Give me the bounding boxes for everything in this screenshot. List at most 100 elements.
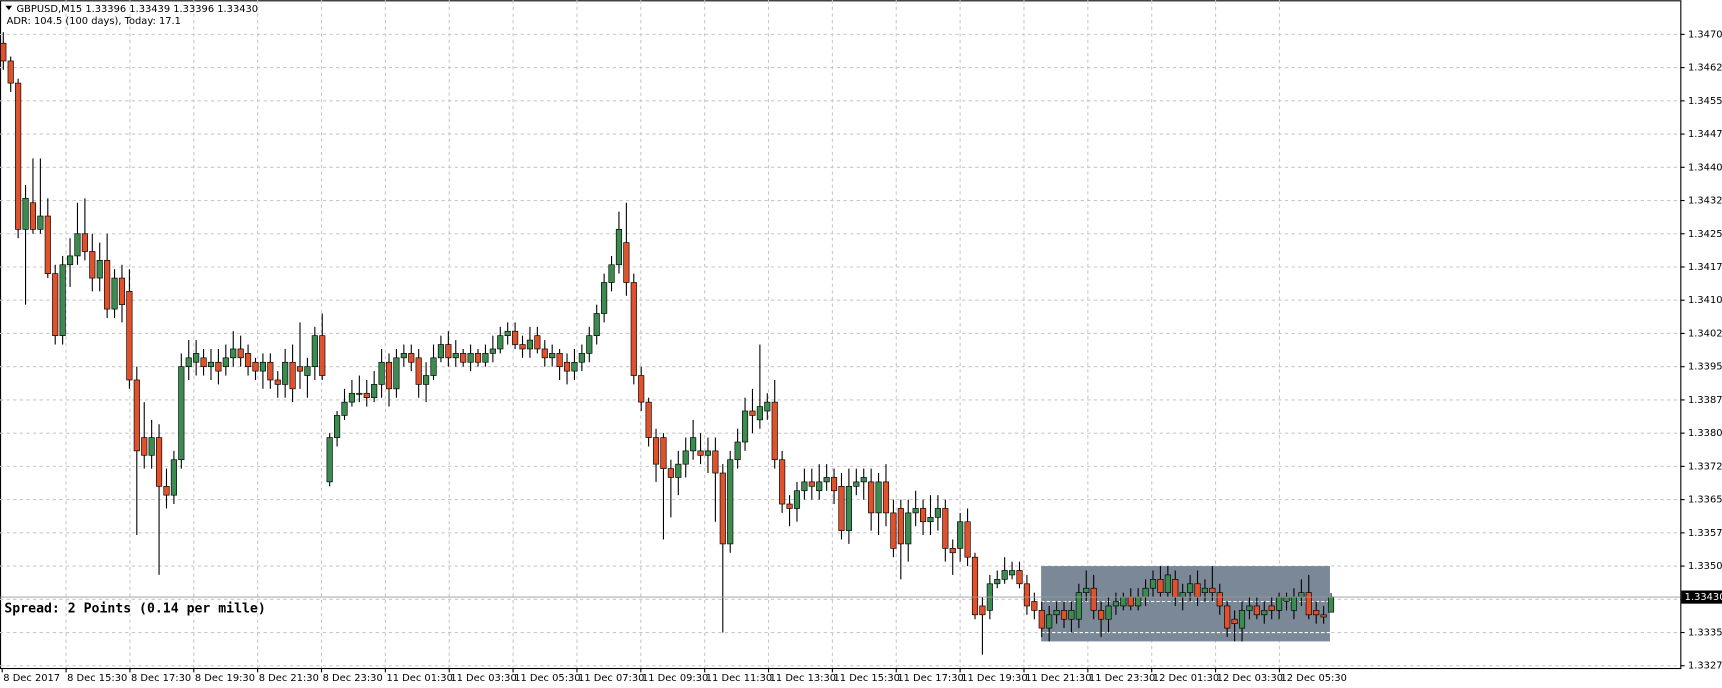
candle-body bbox=[890, 512, 897, 549]
candle-body bbox=[81, 233, 88, 252]
candle-body bbox=[934, 508, 941, 518]
x-tick-label: 11 Dec 03:30 bbox=[450, 673, 516, 684]
candle-body bbox=[912, 508, 919, 514]
candle-body bbox=[1038, 610, 1045, 629]
candle-body bbox=[549, 353, 556, 359]
candle-body bbox=[155, 437, 163, 487]
x-tick-label: 11 Dec 23:30 bbox=[1089, 673, 1155, 684]
candle-body bbox=[118, 277, 126, 305]
candle-body bbox=[252, 361, 259, 372]
candle-body bbox=[1209, 587, 1216, 593]
candle-body bbox=[0, 42, 7, 62]
candle-body bbox=[200, 357, 207, 368]
candle-body bbox=[1023, 583, 1030, 607]
candle-body bbox=[1320, 614, 1327, 618]
candle-body bbox=[615, 228, 623, 266]
y-tick-label: 1.34400 bbox=[1688, 162, 1722, 173]
x-tick-label: 11 Dec 11:30 bbox=[706, 673, 772, 684]
candle-body bbox=[675, 463, 682, 478]
candle-body bbox=[563, 361, 571, 372]
candle-body bbox=[1327, 596, 1335, 613]
candle-body bbox=[133, 379, 140, 452]
candle-body bbox=[326, 437, 333, 483]
x-tick-label: 11 Dec 15:30 bbox=[833, 673, 899, 684]
candle-body bbox=[964, 521, 971, 558]
candle-body bbox=[793, 490, 801, 509]
candles bbox=[0, 32, 1335, 655]
candle-body bbox=[838, 485, 845, 531]
candle-body bbox=[304, 366, 311, 376]
candle-body bbox=[853, 481, 860, 487]
candle-body bbox=[1016, 570, 1023, 585]
candle-body bbox=[259, 361, 266, 372]
candle-body bbox=[1001, 570, 1008, 580]
candle-body bbox=[823, 477, 830, 483]
candle-body bbox=[504, 330, 511, 336]
chart-title: GBPUSD,M15 1.33396 1.33439 1.33396 1.334… bbox=[16, 4, 258, 15]
candle-body bbox=[37, 215, 44, 230]
candle-body bbox=[371, 384, 378, 399]
menu-arrow[interactable] bbox=[5, 5, 13, 11]
candle-body bbox=[860, 477, 867, 483]
candle-body bbox=[601, 282, 608, 314]
candle-body bbox=[957, 521, 964, 549]
x-tick-label: 8 Dec 23:30 bbox=[323, 673, 383, 684]
candle-body bbox=[830, 477, 838, 492]
candle-body bbox=[638, 375, 645, 403]
candle-body bbox=[29, 202, 37, 230]
candle-body bbox=[356, 392, 363, 395]
candle-body bbox=[230, 348, 237, 359]
candle-body bbox=[749, 410, 756, 416]
y-tick-label: 1.34700 bbox=[1688, 29, 1722, 40]
candle-body bbox=[682, 450, 689, 465]
candle-body bbox=[1313, 610, 1320, 616]
x-tick-label: 11 Dec 19:30 bbox=[961, 673, 1027, 684]
candle-body bbox=[296, 366, 304, 372]
price-tag-label: 1.33430 bbox=[1685, 592, 1722, 603]
candle-body bbox=[408, 353, 415, 363]
candle-body bbox=[1075, 592, 1082, 620]
candle-body bbox=[215, 361, 222, 372]
candle-body bbox=[452, 353, 459, 359]
candle-body bbox=[363, 392, 370, 399]
x-tick-label: 11 Dec 01:30 bbox=[386, 673, 452, 684]
y-tick-label: 1.33575 bbox=[1688, 528, 1722, 539]
candle-body bbox=[1090, 587, 1097, 611]
candle-body bbox=[949, 548, 956, 554]
candle-body bbox=[942, 508, 949, 549]
x-tick-label: 12 Dec 05:30 bbox=[1281, 673, 1347, 684]
y-tick-label: 1.33875 bbox=[1688, 395, 1722, 406]
candle-body bbox=[1127, 596, 1134, 607]
candle-body bbox=[1142, 587, 1149, 598]
candle-body bbox=[393, 357, 400, 390]
candle-body bbox=[445, 344, 452, 359]
candle-body bbox=[1060, 610, 1068, 620]
candle-body bbox=[1276, 596, 1283, 611]
y-tick-label: 1.33950 bbox=[1688, 362, 1722, 373]
candle-body bbox=[334, 415, 341, 438]
candle-body bbox=[378, 361, 385, 385]
candle-body bbox=[170, 459, 177, 496]
candle-body bbox=[727, 459, 734, 545]
candle-body bbox=[645, 401, 652, 438]
candle-body bbox=[593, 313, 600, 336]
y-tick-label: 1.34550 bbox=[1688, 96, 1722, 107]
candle-body bbox=[89, 251, 96, 279]
candle-body bbox=[578, 353, 585, 363]
candle-body bbox=[1253, 605, 1260, 616]
candle-body bbox=[1135, 596, 1142, 607]
candle-body bbox=[348, 392, 355, 403]
candle-body bbox=[1053, 610, 1060, 616]
candle-body bbox=[660, 437, 667, 469]
candle-body bbox=[96, 260, 103, 279]
x-tick-label: 12 Dec 03:30 bbox=[1217, 673, 1283, 684]
candle-body bbox=[126, 291, 133, 381]
candle-body bbox=[1068, 610, 1075, 620]
candle-body bbox=[282, 361, 289, 385]
y-tick-label: 1.33800 bbox=[1688, 428, 1722, 439]
candle-body bbox=[1172, 579, 1179, 598]
candle-body bbox=[1149, 579, 1157, 589]
candle-body bbox=[905, 512, 912, 545]
candle-body bbox=[267, 361, 274, 381]
